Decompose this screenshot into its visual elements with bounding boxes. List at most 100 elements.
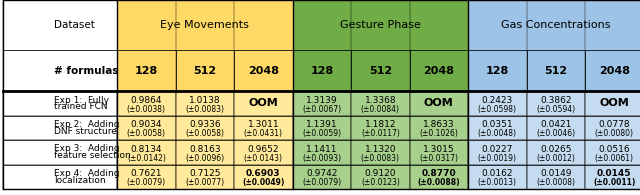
Text: (±0.0067): (±0.0067) [302, 105, 341, 114]
Bar [527, 91, 585, 116]
Text: (±0.0594): (±0.0594) [536, 105, 575, 114]
Text: (±0.0046): (±0.0046) [536, 129, 575, 138]
Bar [468, 140, 527, 165]
Bar [410, 140, 468, 165]
Text: (±0.0038): (±0.0038) [127, 105, 166, 114]
Bar [468, 91, 527, 116]
Bar [3, 140, 117, 165]
Bar [117, 50, 175, 91]
Text: 0.9864: 0.9864 [131, 96, 162, 105]
Text: Exp 2:  Adding: Exp 2: Adding [54, 120, 120, 129]
Text: (±0.0058): (±0.0058) [127, 129, 166, 138]
Text: 2048: 2048 [599, 66, 630, 76]
Text: DNF structure: DNF structure [54, 127, 117, 136]
Text: 128: 128 [135, 66, 158, 76]
Text: 0.0351: 0.0351 [481, 120, 513, 129]
Text: 1.1411: 1.1411 [306, 145, 338, 154]
Text: 0.7125: 0.7125 [189, 169, 221, 178]
Bar [292, 116, 351, 140]
Text: (±0.0008): (±0.0008) [536, 178, 575, 187]
Text: (±0.0079): (±0.0079) [127, 178, 166, 187]
Text: Exp 4:  Adding: Exp 4: Adding [54, 169, 120, 178]
Text: (±0.0088): (±0.0088) [417, 178, 460, 187]
Text: 512: 512 [369, 66, 392, 76]
Bar [351, 50, 410, 91]
Text: 0.0516: 0.0516 [598, 145, 630, 154]
Bar [468, 116, 527, 140]
Text: (±0.0431): (±0.0431) [244, 129, 283, 138]
Bar [292, 0, 468, 50]
Bar [585, 140, 640, 165]
Text: 0.7621: 0.7621 [131, 169, 162, 178]
Text: 1.1812: 1.1812 [365, 120, 396, 129]
Text: 1.0138: 1.0138 [189, 96, 221, 105]
Text: (±0.0598): (±0.0598) [478, 105, 517, 114]
Bar [527, 50, 585, 91]
Text: 2048: 2048 [423, 66, 454, 76]
Bar [3, 0, 117, 50]
Bar [351, 91, 410, 116]
Bar [410, 91, 468, 116]
Text: 128: 128 [486, 66, 509, 76]
Text: (±0.0049): (±0.0049) [242, 178, 285, 187]
Bar [585, 116, 640, 140]
Text: Gesture Phase: Gesture Phase [340, 20, 420, 30]
Text: (±0.0317): (±0.0317) [419, 153, 458, 163]
Text: 1.8633: 1.8633 [423, 120, 454, 129]
Text: OOM: OOM [424, 98, 454, 108]
Text: 0.8134: 0.8134 [131, 145, 162, 154]
Text: 0.3862: 0.3862 [540, 96, 572, 105]
Text: (±0.0084): (±0.0084) [361, 105, 400, 114]
Bar [3, 165, 117, 189]
Text: (±0.0093): (±0.0093) [302, 153, 341, 163]
Text: (±0.0059): (±0.0059) [302, 129, 341, 138]
Bar [468, 0, 640, 50]
Bar [292, 140, 351, 165]
Text: (±0.0117): (±0.0117) [361, 129, 400, 138]
Text: 0.0145: 0.0145 [597, 169, 632, 178]
Text: (±0.0143): (±0.0143) [244, 153, 283, 163]
Text: 0.0421: 0.0421 [540, 120, 572, 129]
Text: (±0.1026): (±0.1026) [419, 129, 458, 138]
Bar [175, 91, 234, 116]
Text: (±0.0096): (±0.0096) [186, 153, 225, 163]
Text: (±0.0019): (±0.0019) [478, 153, 517, 163]
Bar [351, 140, 410, 165]
Text: 0.9652: 0.9652 [248, 145, 279, 154]
Bar [351, 116, 410, 140]
Text: 2048: 2048 [248, 66, 279, 76]
Text: 512: 512 [193, 66, 216, 76]
Bar [410, 165, 468, 189]
Text: 0.0265: 0.0265 [540, 145, 572, 154]
Text: Exp 1:  Fully: Exp 1: Fully [54, 96, 109, 105]
Bar [117, 0, 292, 50]
Bar [175, 116, 234, 140]
Text: 0.8163: 0.8163 [189, 145, 221, 154]
Bar [175, 140, 234, 165]
Text: (±0.0013): (±0.0013) [478, 178, 517, 187]
Text: (±0.0011): (±0.0011) [593, 178, 636, 187]
Bar [292, 50, 351, 91]
Bar [351, 165, 410, 189]
Text: 0.2423: 0.2423 [482, 96, 513, 105]
Text: trained FCN: trained FCN [54, 102, 108, 111]
Text: 1.1391: 1.1391 [306, 120, 338, 129]
Text: Exp 3:  Adding: Exp 3: Adding [54, 144, 120, 153]
Bar [292, 165, 351, 189]
Text: 0.9120: 0.9120 [365, 169, 396, 178]
Text: (±0.0079): (±0.0079) [302, 178, 341, 187]
Text: 128: 128 [310, 66, 333, 76]
Bar [175, 165, 234, 189]
Text: localization: localization [54, 176, 106, 185]
Text: (±0.0048): (±0.0048) [478, 129, 517, 138]
Bar [468, 50, 527, 91]
Text: 1.3015: 1.3015 [423, 145, 454, 154]
Bar [3, 50, 117, 91]
Bar [117, 91, 175, 116]
Text: 0.9336: 0.9336 [189, 120, 221, 129]
Bar [527, 116, 585, 140]
Text: (±0.0083): (±0.0083) [186, 105, 225, 114]
Text: 1.3368: 1.3368 [365, 96, 396, 105]
Text: 0.9742: 0.9742 [306, 169, 337, 178]
Text: OOM: OOM [600, 98, 629, 108]
